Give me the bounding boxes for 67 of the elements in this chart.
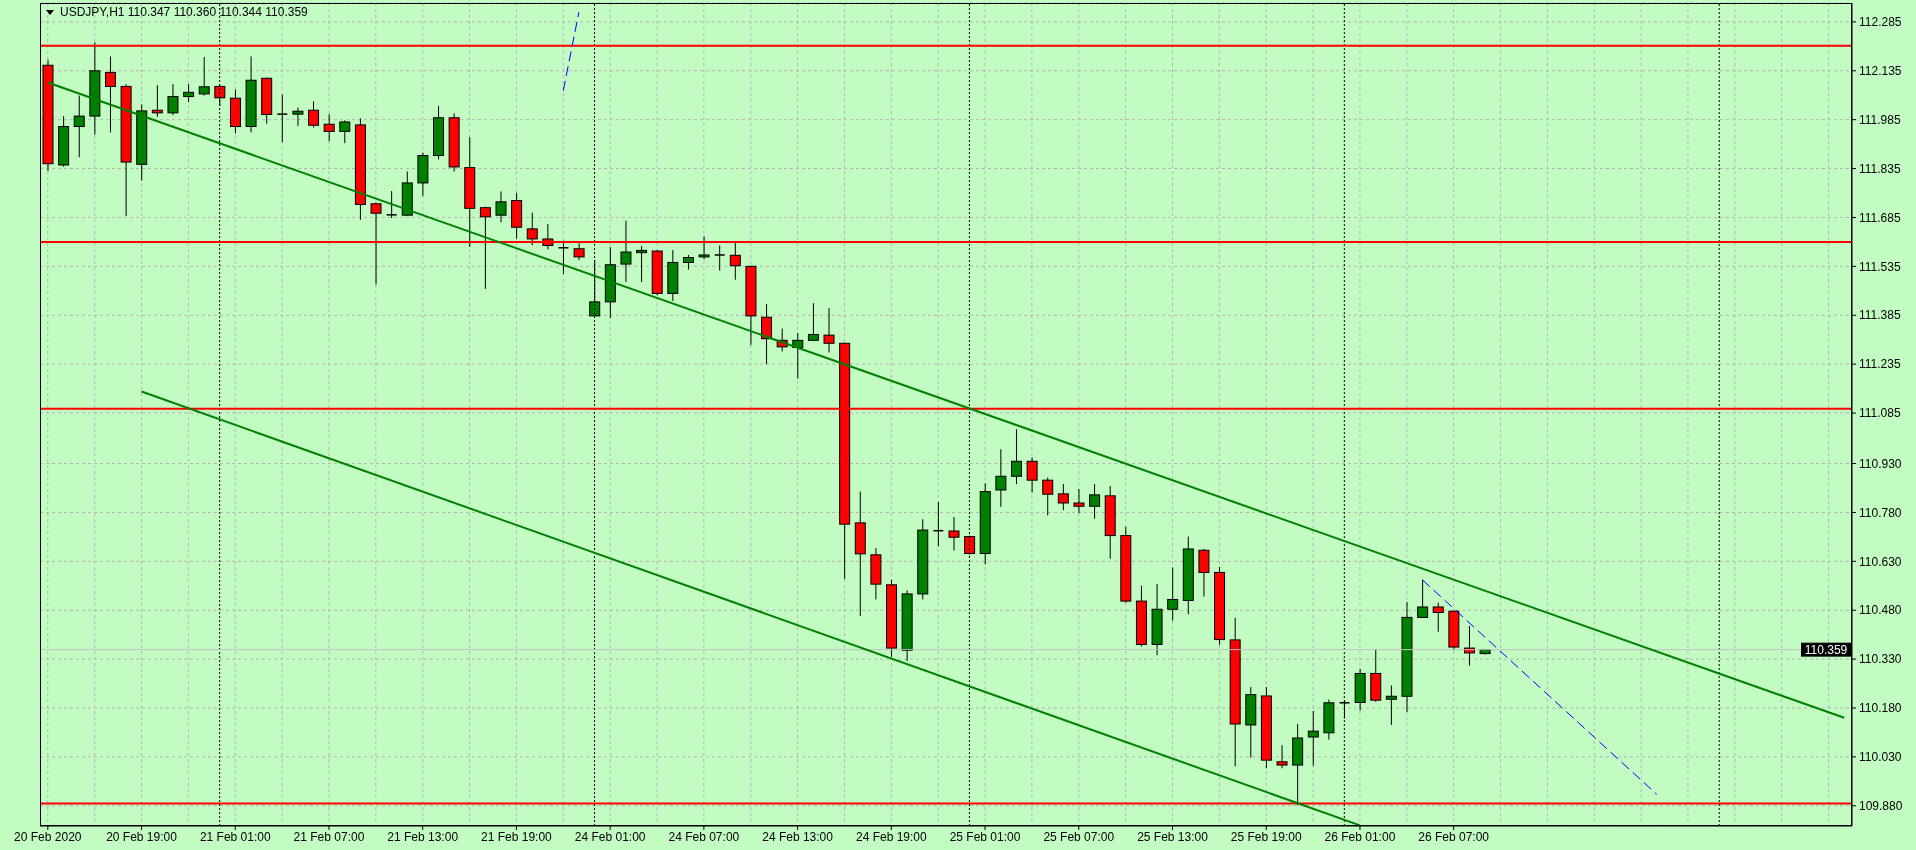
y-tick-label: 111.985 (1859, 112, 1901, 127)
x-tick-label: 20 Feb 19:00 (106, 830, 178, 844)
x-tick-label: 26 Feb 07:00 (1418, 830, 1490, 844)
candlestick (1432, 602, 1444, 633)
candlestick (276, 94, 289, 143)
candlestick (323, 113, 335, 142)
x-tick-label: 25 Feb 07:00 (1043, 830, 1115, 844)
y-tick-label: 111.235 (1859, 357, 1901, 372)
candlestick (620, 220, 632, 283)
x-tick-label: 24 Feb 07:00 (668, 830, 740, 844)
candlestick (1026, 456, 1038, 494)
x-tick-label: 21 Feb 01:00 (199, 830, 271, 844)
candlestick (1276, 744, 1288, 769)
x-tick-label: 25 Feb 01:00 (949, 830, 1021, 844)
candlestick (1073, 488, 1085, 514)
candlestick (1010, 428, 1022, 485)
y-tick-label: 109.880 (1859, 798, 1903, 813)
candlestick (167, 83, 179, 116)
y-tick-label: 112.135 (1859, 64, 1902, 78)
y-tick-label: 112.285 (1859, 15, 1902, 30)
x-tick-label: 21 Feb 19:00 (481, 830, 553, 844)
y-tick-label: 110.930 (1859, 456, 1902, 471)
y-tick-label: 110.780 (1859, 505, 1902, 520)
candlestick (1042, 477, 1054, 516)
y-tick-label: 110.030 (1859, 750, 1902, 765)
y-tick-label: 111.685 (1859, 210, 1901, 225)
x-tick-label: 20 Feb 2020 (14, 830, 82, 844)
candlestick (1307, 710, 1319, 767)
y-tick-label: 110.630 (1859, 554, 1902, 569)
y-tick-label: 110.480 (1859, 603, 1902, 618)
candlestick (698, 235, 710, 260)
candlestick (1089, 483, 1101, 520)
x-tick-label: 24 Feb 01:00 (574, 830, 646, 844)
candlestick (713, 245, 726, 272)
candlestick (1385, 685, 1397, 726)
y-tick-label: 110.330 (1859, 652, 1902, 667)
x-tick-label: 21 Feb 13:00 (387, 830, 459, 844)
y-tick-label: 111.385 (1859, 308, 1901, 323)
candlestick (308, 100, 320, 129)
candlestick (948, 516, 960, 552)
candlestick (1167, 567, 1179, 622)
candlestick (995, 448, 1007, 508)
x-tick-label: 24 Feb 13:00 (762, 830, 834, 844)
x-tick-label: 21 Feb 07:00 (293, 830, 365, 844)
y-tick-label: 110.180 (1859, 701, 1902, 716)
candlestick (1057, 483, 1069, 511)
candlestick (1198, 548, 1210, 598)
x-tick-label: 24 Feb 19:00 (855, 830, 928, 844)
y-tick-label: 111.535 (1859, 259, 1901, 274)
candlestick (104, 55, 116, 133)
candlestick (823, 307, 835, 353)
chart-title: USDJPY,H1 110.347 110.360 110.344 110.359 (60, 5, 308, 19)
x-tick-label: 25 Feb 19:00 (1230, 830, 1302, 844)
y-tick-label: 111.835 (1859, 161, 1901, 176)
candlestick (557, 240, 570, 275)
candlestick (292, 107, 304, 127)
x-tick-label: 26 Feb 01:00 (1324, 830, 1396, 844)
candlestick (385, 190, 398, 219)
candlestick (339, 119, 351, 144)
candlestick (807, 302, 819, 342)
y-tick-label: 111.085 (1859, 406, 1901, 421)
candlestick (73, 95, 85, 158)
candlestick (495, 190, 507, 223)
candlestick (636, 245, 648, 283)
candlestick (198, 56, 210, 97)
x-tick-label: 25 Feb 13:00 (1137, 830, 1209, 844)
candlestick (1417, 579, 1429, 618)
